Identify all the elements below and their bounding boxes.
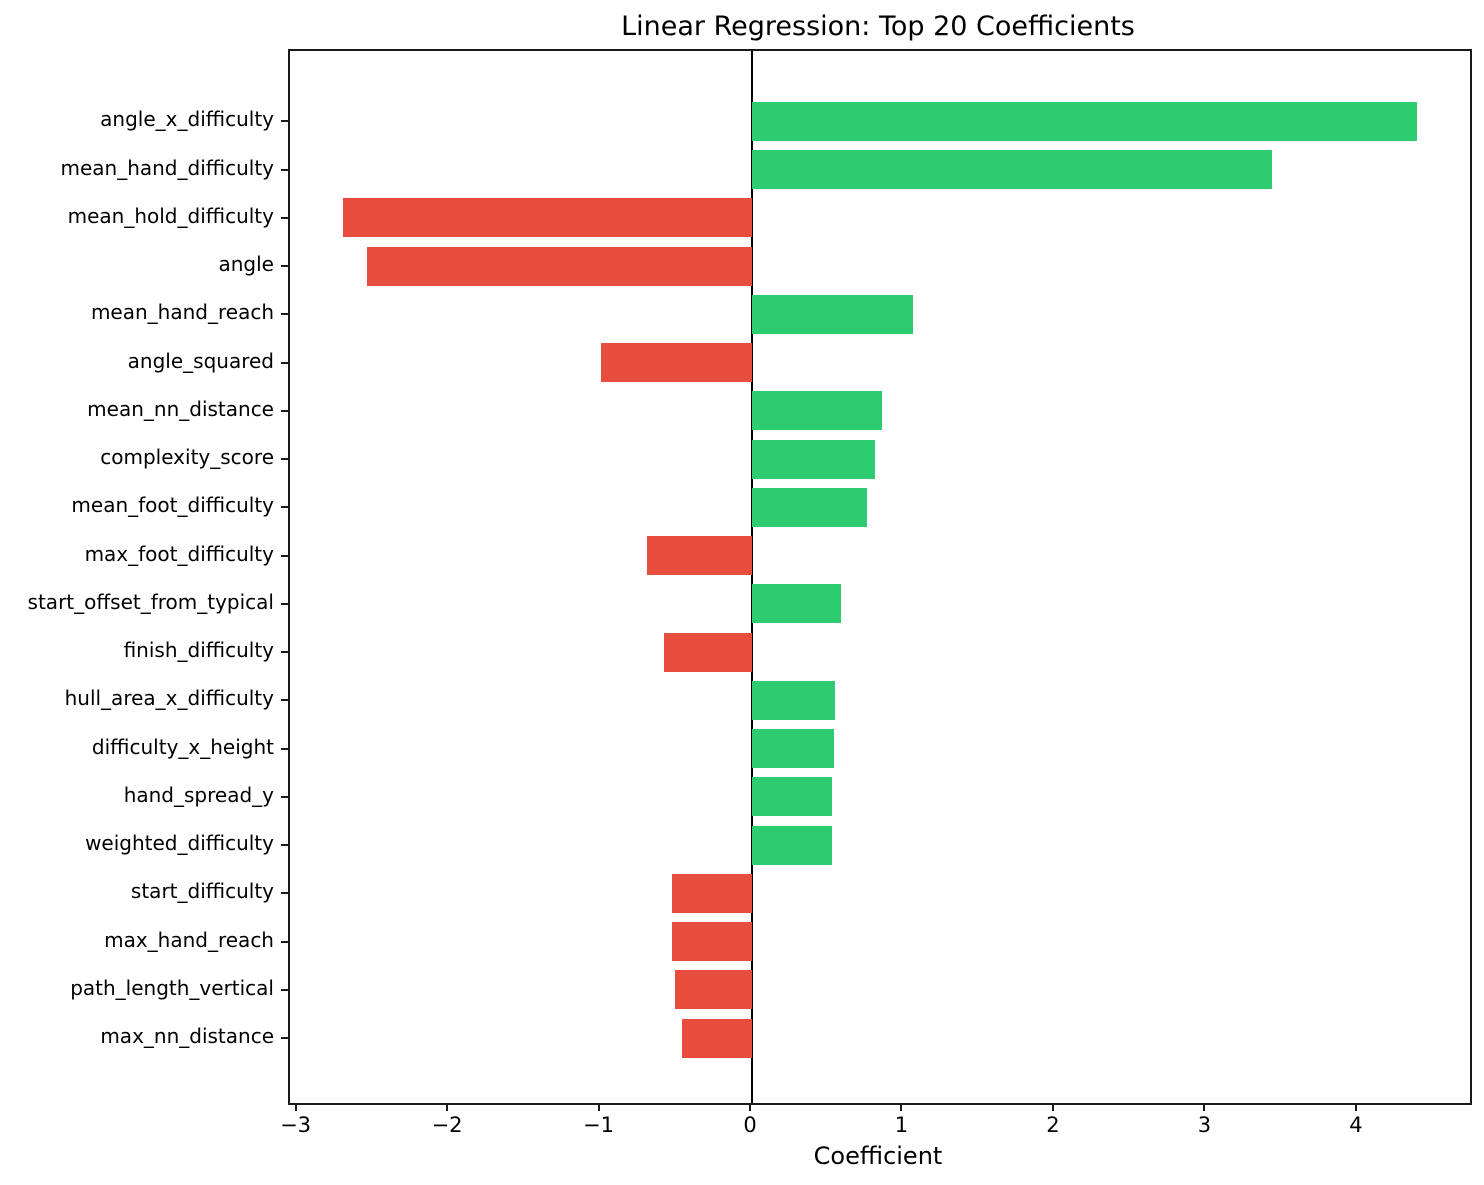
- y-tick-mark: [281, 216, 288, 219]
- bar-max_nn_distance: [682, 1018, 752, 1058]
- y-tick-label-mean_hand_reach: mean_hand_reach: [90, 300, 274, 325]
- y-tick-label-weighted_difficulty: weighted_difficulty: [85, 831, 274, 856]
- y-tick-mark: [281, 313, 288, 316]
- y-tick-label-mean_hold_difficulty: mean_hold_difficulty: [67, 203, 274, 228]
- zero-line: [751, 51, 753, 1103]
- y-tick-label-start_offset_from_typical: start_offset_from_typical: [27, 589, 274, 614]
- bar-weighted_difficulty: [752, 825, 833, 865]
- x-tick-label: 4: [1349, 1113, 1363, 1137]
- x-tick-mark: [749, 1103, 751, 1111]
- y-tick-label-finish_difficulty: finish_difficulty: [123, 638, 274, 663]
- y-tick-label-mean_foot_difficulty: mean_foot_difficulty: [71, 493, 274, 518]
- bar-mean_hold_difficulty: [343, 198, 752, 238]
- y-tick-label-angle_squared: angle_squared: [127, 348, 274, 373]
- y-tick-label-max_foot_difficulty: max_foot_difficulty: [84, 541, 274, 566]
- y-tick-label-angle_x_difficulty: angle_x_difficulty: [100, 107, 274, 132]
- y-tick-label-start_difficulty: start_difficulty: [130, 879, 274, 904]
- y-tick-mark: [281, 940, 288, 943]
- bar-hand_spread_y: [752, 777, 833, 817]
- y-tick-mark: [281, 795, 288, 798]
- y-tick-label-mean_nn_distance: mean_nn_distance: [87, 396, 274, 421]
- chart-title: Linear Regression: Top 20 Coefficients: [621, 11, 1135, 42]
- x-tick-mark: [1354, 1103, 1357, 1111]
- bar-hull_area_x_difficulty: [752, 680, 836, 720]
- x-tick-label: 3: [1197, 1113, 1212, 1137]
- bar-angle_x_difficulty: [752, 101, 1417, 141]
- y-tick-label-complexity_score: complexity_score: [100, 445, 274, 470]
- bar-mean_hand_reach: [752, 294, 913, 334]
- bar-max_foot_difficulty: [647, 536, 752, 576]
- bar-mean_hand_difficulty: [752, 150, 1272, 190]
- x-tick-mark: [294, 1103, 297, 1111]
- y-tick-mark: [281, 120, 288, 123]
- x-tick-mark: [900, 1103, 903, 1111]
- y-tick-label-difficulty_x_height: difficulty_x_height: [91, 734, 274, 759]
- x-tick-mark: [1051, 1103, 1054, 1111]
- bar-complexity_score: [752, 439, 875, 479]
- y-tick-label-max_nn_distance: max_nn_distance: [100, 1024, 274, 1049]
- y-tick-mark: [281, 265, 288, 268]
- x-tick-label: 0: [743, 1113, 757, 1137]
- x-tick-mark: [597, 1103, 600, 1111]
- bar-path_length_vertical: [674, 970, 752, 1010]
- bar-start_difficulty: [671, 873, 752, 913]
- x-tick-label: 2: [1046, 1113, 1060, 1137]
- x-tick-label: −3: [280, 1113, 312, 1137]
- bar-mean_foot_difficulty: [752, 487, 868, 527]
- y-tick-mark: [281, 844, 288, 847]
- x-axis-label: Coefficient: [813, 1142, 943, 1170]
- y-tick-label-max_hand_reach: max_hand_reach: [104, 927, 274, 952]
- bar-finish_difficulty: [664, 632, 752, 672]
- y-tick-label-mean_hand_difficulty: mean_hand_difficulty: [60, 155, 274, 180]
- x-tick-mark: [1203, 1103, 1206, 1111]
- bar-difficulty_x_height: [752, 729, 834, 769]
- y-tick-label-hull_area_x_difficulty: hull_area_x_difficulty: [64, 686, 274, 711]
- y-tick-mark: [281, 988, 288, 991]
- y-tick-mark: [281, 602, 288, 605]
- x-tick-label: −2: [431, 1113, 463, 1137]
- y-tick-label-hand_spread_y: hand_spread_y: [123, 782, 274, 807]
- y-tick-mark: [281, 747, 288, 750]
- bar-max_hand_reach: [671, 922, 752, 962]
- x-tick-mark: [446, 1103, 449, 1111]
- bar-mean_nn_distance: [752, 391, 883, 431]
- bar-start_offset_from_typical: [752, 584, 842, 624]
- bar-angle: [367, 246, 752, 286]
- y-tick-mark: [281, 168, 288, 171]
- y-tick-mark: [281, 699, 288, 702]
- x-tick-label: 1: [894, 1113, 909, 1137]
- x-tick-label: −1: [583, 1113, 614, 1137]
- y-tick-mark: [281, 651, 288, 654]
- y-tick-mark: [281, 409, 288, 412]
- bar-angle_squared: [600, 343, 752, 383]
- y-tick-mark: [281, 1037, 288, 1040]
- y-tick-label-angle: angle: [218, 252, 275, 277]
- y-tick-mark: [281, 892, 288, 895]
- y-tick-mark: [281, 458, 288, 461]
- y-tick-mark: [281, 361, 288, 364]
- y-tick-mark: [281, 554, 288, 557]
- y-tick-mark: [281, 506, 288, 509]
- y-tick-label-path_length_vertical: path_length_vertical: [70, 975, 274, 1000]
- plot-area: [281, 49, 1472, 1105]
